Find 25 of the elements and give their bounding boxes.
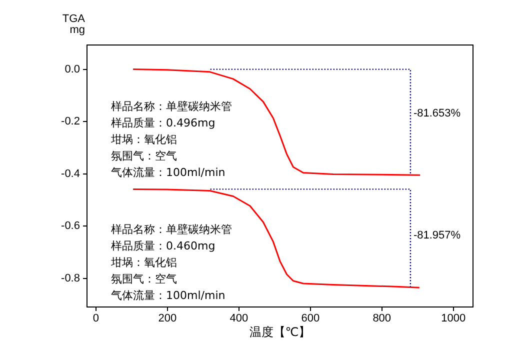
annotation: 气体流量：100ml/min (111, 288, 226, 302)
annotation: 氛围气：空气 (111, 149, 177, 162)
y-axis-title: TGA mg (62, 13, 86, 36)
annotation: 样品质量：0.496mg (111, 116, 216, 130)
annotation: 氛围气：空气 (111, 272, 177, 286)
y-tick-label: -0.4 (61, 168, 80, 180)
x-tick-label: 800 (372, 312, 392, 325)
x-tick-label: 200 (158, 312, 177, 325)
annotation: 样品名称：单壁碳纳米管 (111, 222, 232, 236)
x-tick-label: 600 (301, 312, 320, 325)
y-tick-label: -0.6 (61, 220, 80, 232)
annotation: -81.957% (413, 229, 461, 242)
x-tick-label: 1000 (441, 312, 466, 325)
annotation: 坩埚：氧化铝 (110, 132, 177, 146)
y-tick-label: 0.0 (64, 63, 80, 76)
y-tick-label: -0.2 (61, 116, 80, 128)
annotation: 样品名称：单壁碳纳米管 (111, 100, 232, 113)
annotation: 样品质量：0.460mg (111, 239, 216, 252)
annotation: 坩埚：氧化铝 (110, 256, 177, 269)
x-tick-label: 400 (230, 312, 248, 325)
x-axis-title: 温度【℃】 (249, 324, 311, 339)
y-tick-label: -0.8 (61, 272, 80, 284)
annotation: 气体流量：100ml/min (111, 166, 226, 179)
annotation: -81.653% (413, 108, 461, 120)
x-tick-label: 0 (92, 312, 99, 325)
